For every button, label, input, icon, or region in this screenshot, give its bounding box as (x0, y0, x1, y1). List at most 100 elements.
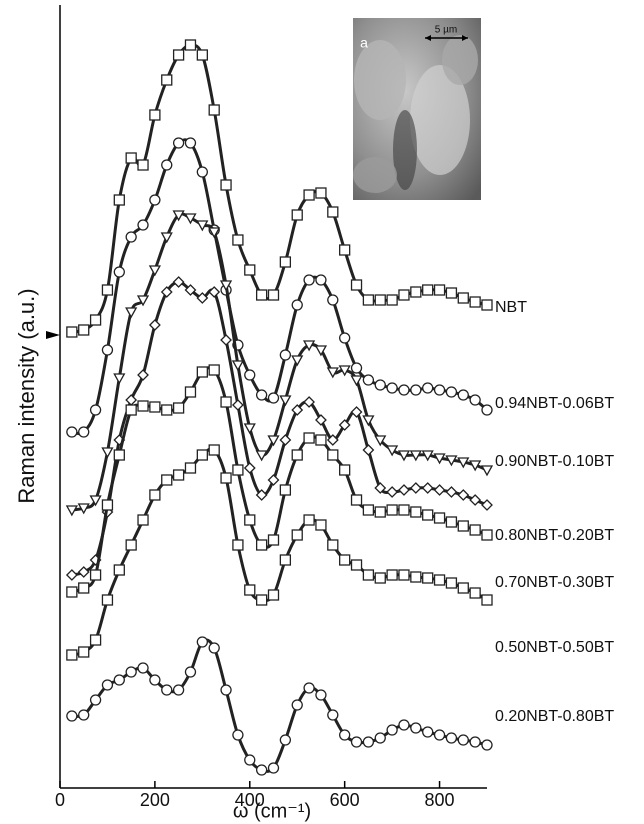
marker (469, 460, 482, 472)
series-label: 0.90NBT-0.10BT (495, 453, 614, 470)
marker (125, 666, 137, 678)
series (66, 636, 493, 776)
marker (410, 286, 422, 298)
series-line (71, 447, 488, 657)
marker (457, 292, 469, 304)
marker (208, 364, 220, 376)
axis-arrow (46, 331, 60, 339)
marker (184, 284, 197, 296)
marker (386, 724, 398, 736)
marker (374, 506, 386, 518)
marker (374, 482, 387, 494)
marker (457, 734, 469, 746)
marker (457, 389, 469, 401)
x-tick-label: 600 (330, 790, 360, 810)
marker (481, 404, 493, 416)
marker (137, 219, 149, 231)
marker (196, 220, 209, 232)
marker (279, 349, 292, 361)
marker (469, 524, 481, 536)
marker (327, 206, 339, 218)
marker (65, 569, 78, 581)
series-label: 0.20NBT-0.80BT (495, 708, 614, 725)
marker (113, 194, 125, 206)
marker (78, 324, 90, 336)
marker (362, 415, 375, 427)
marker (125, 307, 138, 319)
marker (398, 569, 410, 581)
marker (398, 504, 410, 516)
marker (303, 432, 315, 444)
inset-scale: 5 µm (435, 25, 457, 36)
marker (161, 404, 173, 416)
marker (481, 739, 493, 751)
marker (350, 736, 363, 748)
marker (315, 414, 327, 426)
marker (350, 406, 363, 418)
marker (243, 423, 256, 435)
marker (386, 569, 398, 581)
marker (457, 489, 470, 501)
marker (255, 289, 268, 301)
marker (362, 736, 375, 748)
marker (267, 762, 280, 774)
marker (457, 457, 470, 469)
marker (113, 564, 125, 576)
marker (398, 719, 410, 731)
marker (279, 434, 292, 446)
marker (149, 109, 161, 121)
marker (125, 231, 137, 243)
marker (220, 396, 232, 408)
marker (208, 286, 221, 298)
inset-image: 5 µm a (353, 18, 481, 200)
marker (148, 319, 161, 331)
marker (386, 486, 399, 498)
marker (303, 396, 316, 408)
marker (137, 369, 149, 381)
marker (137, 159, 149, 171)
marker (101, 499, 114, 511)
marker (291, 355, 304, 367)
marker (232, 539, 244, 551)
marker (172, 137, 185, 149)
marker (125, 404, 137, 416)
marker (481, 594, 493, 606)
marker (339, 332, 351, 344)
series-label: 0.80NBT-0.20BT (495, 527, 614, 544)
x-tick-label: 400 (235, 790, 265, 810)
marker (196, 449, 208, 461)
marker (172, 210, 185, 222)
marker (410, 506, 422, 518)
series (65, 210, 494, 517)
marker (148, 265, 161, 277)
marker (314, 345, 328, 357)
marker (445, 732, 458, 744)
marker (433, 574, 446, 586)
marker (398, 484, 410, 496)
marker (469, 494, 482, 506)
marker (220, 334, 232, 346)
x-tick-label: 200 (140, 790, 170, 810)
series (66, 364, 493, 598)
marker (219, 280, 233, 292)
marker (149, 194, 161, 206)
marker (89, 404, 102, 416)
marker (208, 444, 220, 456)
marker (172, 402, 185, 414)
marker (326, 434, 339, 446)
marker (136, 295, 150, 307)
marker (279, 484, 292, 496)
marker (326, 367, 339, 379)
marker (433, 453, 446, 465)
marker (374, 572, 386, 584)
marker (208, 227, 221, 239)
x-tick-label: 800 (425, 790, 455, 810)
marker (89, 694, 102, 706)
marker (374, 732, 386, 744)
marker (398, 384, 410, 396)
marker (184, 39, 197, 51)
marker (303, 682, 315, 694)
marker (327, 709, 339, 721)
marker (422, 726, 434, 738)
marker (303, 514, 315, 526)
